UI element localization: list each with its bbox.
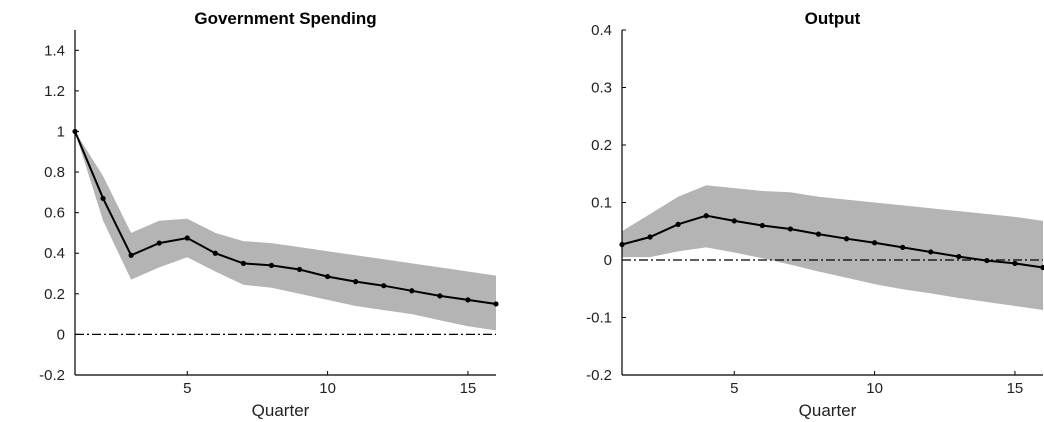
data-point [787,226,794,232]
x-tick-label: 5 [730,380,738,397]
x-tick-label: 15 [1007,380,1024,397]
panel-title: Output [805,9,861,28]
panel-title: Government Spending [194,9,376,28]
data-point [184,235,190,241]
y-tick-label: -0.2 [39,367,65,384]
data-point [240,260,246,266]
data-point [381,283,387,289]
data-point [1040,264,1044,271]
x-tick-label: 10 [866,380,883,397]
data-point [647,234,653,240]
x-tick-label: 10 [319,380,336,397]
y-tick-label: 0.8 [44,164,65,181]
data-point [156,240,162,246]
y-tick-label: 1 [57,123,65,140]
data-point [268,262,275,269]
data-point [675,221,681,227]
y-tick-label: 0.3 [591,80,612,97]
series-line [621,214,1044,269]
data-point [843,236,850,242]
data-point [409,288,415,294]
data-point [984,257,990,264]
confidence-band [622,185,1043,310]
data-point [956,253,962,260]
data-point [212,250,218,256]
data-point [325,273,331,280]
panel-government-spending: Government Spending Quarter -0.2 0 0.2 0.4 0… [39,9,499,420]
y-tick-label: 0.4 [591,22,612,39]
y-tick-label: 0 [604,252,612,269]
data-point [928,249,934,255]
data-point [128,252,134,258]
y-tick-label: 0.2 [591,137,612,154]
x-axis-title: Quarter [252,401,310,420]
y-tick-label: 0 [57,326,65,343]
data-point [703,213,709,219]
y-tick-label: -0.1 [586,310,612,327]
y-tick-label: 1.4 [44,42,65,59]
y-tick-label: 0.1 [591,195,612,212]
confidence-band [75,131,496,331]
y-tick-label: -0.2 [586,367,612,384]
data-point [759,222,765,229]
data-point [437,293,443,299]
y-tick-label: 0.4 [44,245,65,262]
y-tick-label: 0.6 [44,205,65,222]
data-point [296,266,303,273]
data-point [493,301,499,307]
series-line [74,131,497,305]
panel-output: Output Quarter -0.2 -0.1 0 0.1 0.2 0.3 0.4 5 10 1… [586,9,1044,420]
data-point [465,297,471,303]
x-tick-label: 5 [183,380,191,397]
y-tick-label: 0.2 [44,286,65,303]
data-point [353,279,359,285]
y-tick-label: 1.2 [44,83,65,100]
x-tick-label: 15 [460,380,477,397]
data-point [1012,260,1018,267]
data-point [872,240,878,246]
x-axis-title: Quarter [799,401,857,420]
data-point [900,244,906,250]
data-point [100,195,106,202]
data-point [731,218,737,224]
data-point [815,231,822,237]
